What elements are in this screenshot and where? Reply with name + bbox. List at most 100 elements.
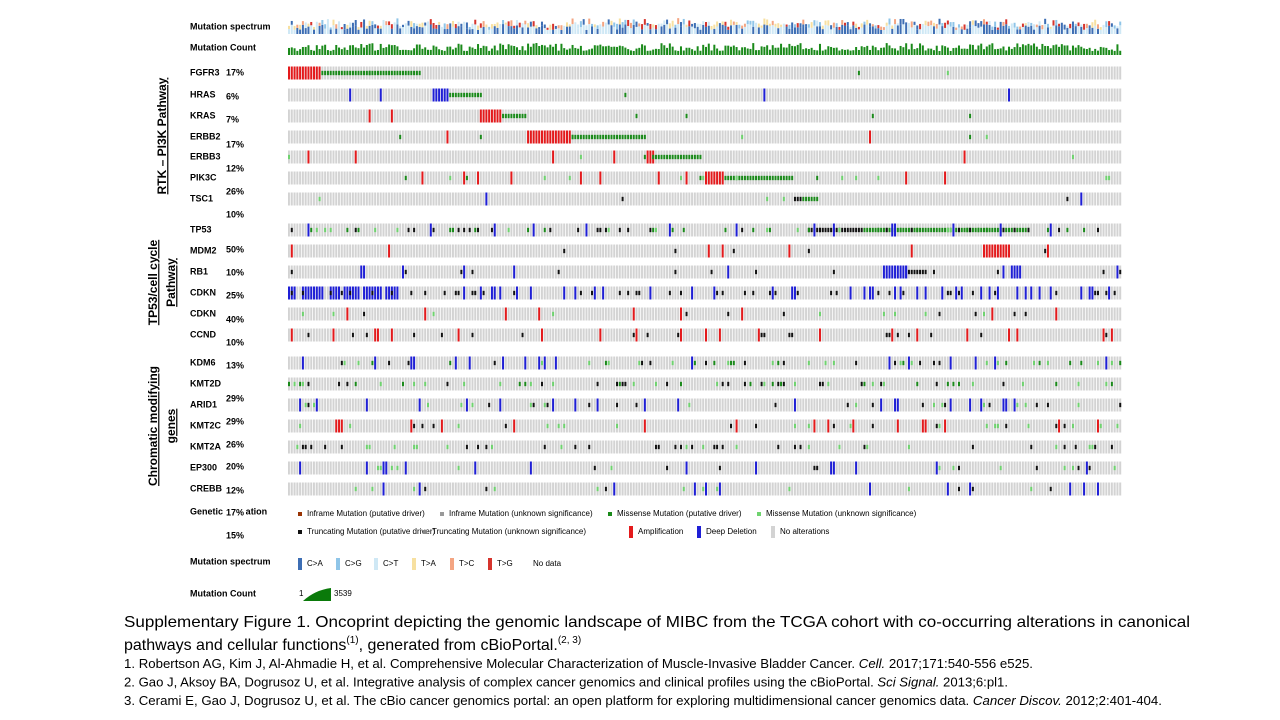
alteration	[810, 196, 813, 202]
alteration	[957, 381, 960, 387]
count-bar	[713, 44, 716, 55]
spectrum-bar	[538, 29, 541, 34]
spectrum-bar	[349, 27, 352, 34]
alteration	[857, 70, 860, 76]
spectrum-bar	[866, 19, 869, 25]
spectrum-bar	[985, 24, 988, 34]
alteration	[980, 332, 983, 338]
alteration	[1063, 465, 1066, 471]
spectrum-bar	[955, 27, 958, 30]
alteration	[1105, 381, 1108, 387]
alteration	[338, 419, 341, 433]
count-bar	[449, 46, 452, 55]
count-bar	[482, 45, 485, 55]
alteration	[652, 154, 655, 160]
spectrum-bar	[824, 24, 827, 34]
spectrum-bar	[1052, 20, 1055, 26]
spectrum-bar	[371, 21, 374, 25]
alteration	[602, 134, 605, 140]
alteration	[679, 444, 682, 450]
alteration	[591, 134, 594, 140]
count-bar	[657, 49, 660, 55]
spectrum-bar	[705, 22, 707, 27]
alteration	[318, 286, 321, 300]
alteration	[924, 269, 927, 275]
caption-text: , generated from cBioPortal.	[359, 637, 558, 654]
alteration	[821, 381, 824, 387]
count-bar	[844, 49, 846, 55]
spectrum-bar	[538, 27, 541, 30]
alteration	[613, 150, 616, 164]
alteration	[460, 92, 463, 98]
count-bar	[471, 47, 474, 55]
spectrum-bar	[296, 27, 299, 34]
alteration	[682, 227, 685, 233]
spectrum-bar	[335, 24, 338, 29]
spectrum-bar	[785, 26, 788, 34]
spectrum-bar	[649, 23, 652, 30]
alteration	[549, 227, 552, 233]
spectrum-bar	[427, 21, 429, 25]
alteration	[732, 248, 735, 254]
spectrum-bar	[513, 25, 516, 29]
spectrum-bar	[1116, 28, 1119, 34]
count-bar	[774, 47, 777, 55]
alteration	[857, 227, 860, 233]
count-bar	[668, 43, 671, 55]
alteration	[324, 227, 327, 233]
alteration	[338, 70, 341, 76]
spectrum-bar	[368, 20, 371, 26]
alteration	[326, 70, 329, 76]
spectrum-bar	[635, 26, 638, 34]
alteration	[1002, 398, 1005, 412]
alteration	[899, 286, 902, 300]
alteration	[902, 265, 905, 279]
alteration	[363, 70, 366, 76]
alteration	[1046, 244, 1049, 258]
alteration	[738, 175, 741, 181]
spectrum-bar	[318, 22, 321, 26]
spectrum-bar	[855, 23, 858, 28]
alteration	[1058, 227, 1061, 233]
alteration	[335, 70, 338, 76]
alteration	[540, 130, 543, 144]
count-bar	[1044, 45, 1047, 55]
alteration	[824, 360, 827, 366]
spectrum-bar	[679, 22, 682, 27]
alteration	[568, 175, 571, 181]
percentage: 26%	[226, 439, 244, 449]
spectrum-bar	[493, 23, 496, 27]
alteration	[635, 328, 638, 342]
spectrum-bar	[490, 24, 493, 29]
count-bar	[510, 45, 513, 55]
alteration	[818, 328, 821, 342]
count-bar	[427, 49, 429, 55]
reference: 3. Cerami E, Gao J, Dogrusoz U, et al. T…	[124, 693, 1162, 708]
count-bar	[443, 50, 446, 55]
alteration	[985, 227, 988, 233]
alteration	[793, 381, 796, 387]
alteration	[944, 419, 947, 433]
alteration	[301, 290, 304, 296]
spectrum-bar	[379, 28, 382, 34]
alteration	[440, 88, 443, 102]
spectrum-bar	[802, 24, 805, 34]
count-bar	[499, 43, 502, 55]
alteration	[552, 311, 555, 317]
alteration	[1055, 307, 1058, 321]
spectrum-bar	[596, 25, 599, 29]
alteration	[813, 465, 816, 471]
alteration	[596, 486, 599, 492]
gene-row	[288, 66, 1122, 80]
count-bar	[760, 46, 763, 55]
alteration	[924, 419, 927, 433]
alteration	[591, 290, 594, 296]
spectrum-bar	[1030, 22, 1033, 26]
spectrum-bar	[401, 27, 404, 34]
count-bar	[496, 50, 499, 55]
alteration	[552, 398, 555, 412]
spectrum-bar	[907, 28, 910, 34]
spectrum-bar	[916, 29, 919, 34]
spectrum-bar	[768, 26, 771, 34]
alteration	[415, 70, 418, 76]
